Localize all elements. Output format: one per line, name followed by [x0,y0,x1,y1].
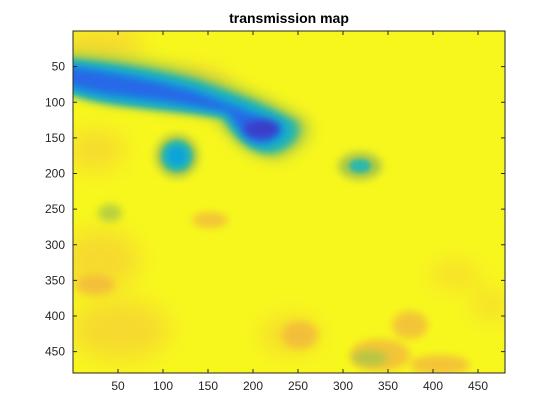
x-tick-label: 250 [288,379,308,393]
haze-right-lower [472,291,505,319]
y-tick-label: 250 [45,202,65,216]
x-tick-label: 100 [153,379,173,393]
x-axis: 50 100 150 200 250 300 350 400 450 [111,31,488,393]
patch-bottom-c [282,321,318,349]
x-tick-label: 200 [243,379,263,393]
heatmap-layer [73,31,505,373]
green-patch-bottom [352,350,388,366]
band-blue [73,67,277,142]
y-tick-label: 150 [45,131,65,145]
y-tick-label: 300 [45,238,65,252]
low-transmission-band [73,52,311,160]
haze-bottom-left [73,300,170,360]
orange-texture-patches [75,212,470,373]
patch-bottom-a [392,311,428,339]
haze-right [430,263,480,287]
x-tick-label: 450 [468,379,488,393]
chart-title: transmission map [229,10,349,26]
small-spot-core [349,159,371,173]
x-tick-label: 150 [198,379,218,393]
y-tick-label: 450 [45,345,65,359]
haze-left-mid [73,130,125,170]
small-low-spot [338,152,382,180]
y-tick-label: 350 [45,273,65,287]
haze-left-lower [73,230,140,290]
x-tick-label: 400 [423,379,443,393]
patch-left-e [75,275,115,295]
patch-mid-f [192,212,228,228]
y-tick-label: 400 [45,309,65,323]
dark-minimum [244,120,280,138]
axes-box [72,30,506,374]
y-axis: 50 100 150 200 250 300 350 400 450 [45,60,505,359]
y-tick-label: 100 [45,95,65,109]
y-tick-label: 200 [45,167,65,181]
x-tick-label: 350 [378,379,398,393]
spot-core-cyan [167,146,187,166]
circular-low-spot [155,134,199,178]
y-tick-label: 50 [52,60,66,74]
green-texture-patches [98,204,388,366]
patch-bottom-d [410,355,470,373]
x-tick-label: 50 [111,379,125,393]
x-tick-label: 300 [333,379,353,393]
green-patch-left [98,204,122,222]
